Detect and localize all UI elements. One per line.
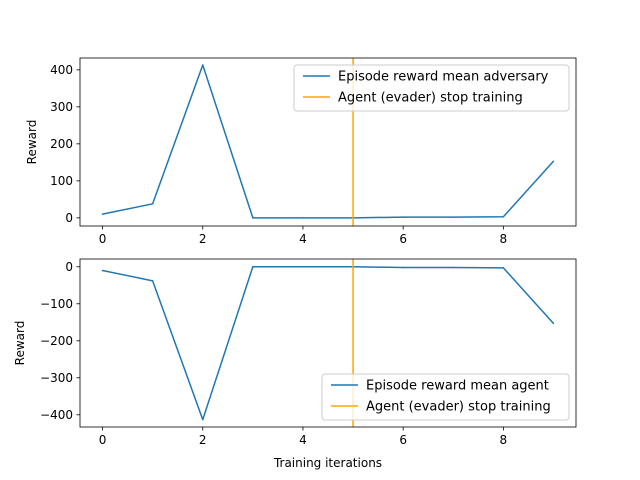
bottom-series-line: [102, 266, 555, 421]
top-data-point: [202, 64, 204, 66]
bottom-y-tick-label: −200: [40, 334, 73, 348]
top-data-point: [552, 160, 555, 162]
top-data-point: [502, 216, 505, 218]
bottom-y-tick-label: −100: [40, 297, 73, 311]
top-x-tick-label: 8: [500, 232, 508, 246]
top-data-point: [452, 216, 454, 218]
top-legend-label-vline: Agent (evader) stop training: [338, 91, 523, 106]
bottom-y-tick-label: −400: [40, 408, 73, 422]
bottom-y-tick-label: −300: [40, 371, 73, 385]
bottom-data-point: [302, 266, 304, 268]
bottom-data-point: [151, 280, 154, 282]
top-y-tick-label: 200: [50, 137, 73, 151]
bottom-x-axis-label: Training iterations: [273, 456, 382, 470]
bottom-y-axis-label: Reward: [13, 321, 27, 366]
top-data-point: [101, 213, 104, 215]
bottom-y-tick-label: 0: [65, 260, 73, 274]
bottom-legend-label-vline: Agent (evader) stop training: [366, 400, 551, 415]
bottom-x-tick-label: 4: [299, 433, 307, 447]
top-x-tick-label: 0: [99, 232, 107, 246]
bottom-data-point: [502, 267, 505, 269]
bottom-x-tick-label: 2: [199, 433, 207, 447]
top-data-point: [252, 217, 254, 219]
top-axes-frame: [79, 57, 577, 227]
top-legend-label-series: Episode reward mean adversary: [338, 70, 549, 85]
bottom-x-tick-label: 8: [500, 433, 508, 447]
top-y-tick-label: 400: [50, 63, 73, 77]
top-x-tick-label: 2: [199, 232, 207, 246]
bottom-legend-label-series: Episode reward mean agent: [366, 379, 549, 394]
top-y-axis-label: Reward: [25, 120, 39, 165]
top-legend-box: [293, 64, 570, 112]
bottom-data-point: [452, 266, 454, 269]
top-x-tick-label: 6: [399, 232, 407, 246]
top-y-tick-label: 300: [50, 100, 73, 114]
top-series-line: [102, 64, 555, 219]
top-data-point: [302, 217, 304, 219]
top-y-tick-label: 100: [50, 174, 73, 188]
top-y-tick-label: 0: [65, 211, 73, 225]
top-chart-panel: 0 2 4 6 8 0 100 200 300 400 Reward Episode reward m…: [25, 57, 577, 246]
top-x-tick-label: 4: [299, 232, 307, 246]
bottom-data-point: [402, 266, 404, 269]
bottom-data-point: [252, 266, 254, 268]
bottom-legend-box: [321, 373, 570, 421]
bottom-axes-frame: [79, 258, 577, 428]
bottom-x-tick-label: 0: [99, 433, 107, 447]
bottom-chart-panel: 0 2 4 6 8 0 −100 −200 −300 −400 Reward Training ite…: [13, 258, 577, 470]
bottom-x-tick-label: 6: [399, 433, 407, 447]
top-data-point: [151, 203, 154, 205]
bottom-data-point: [101, 269, 104, 272]
bottom-data-point: [552, 322, 555, 325]
bottom-data-point: [202, 418, 204, 421]
top-data-point: [402, 216, 404, 218]
